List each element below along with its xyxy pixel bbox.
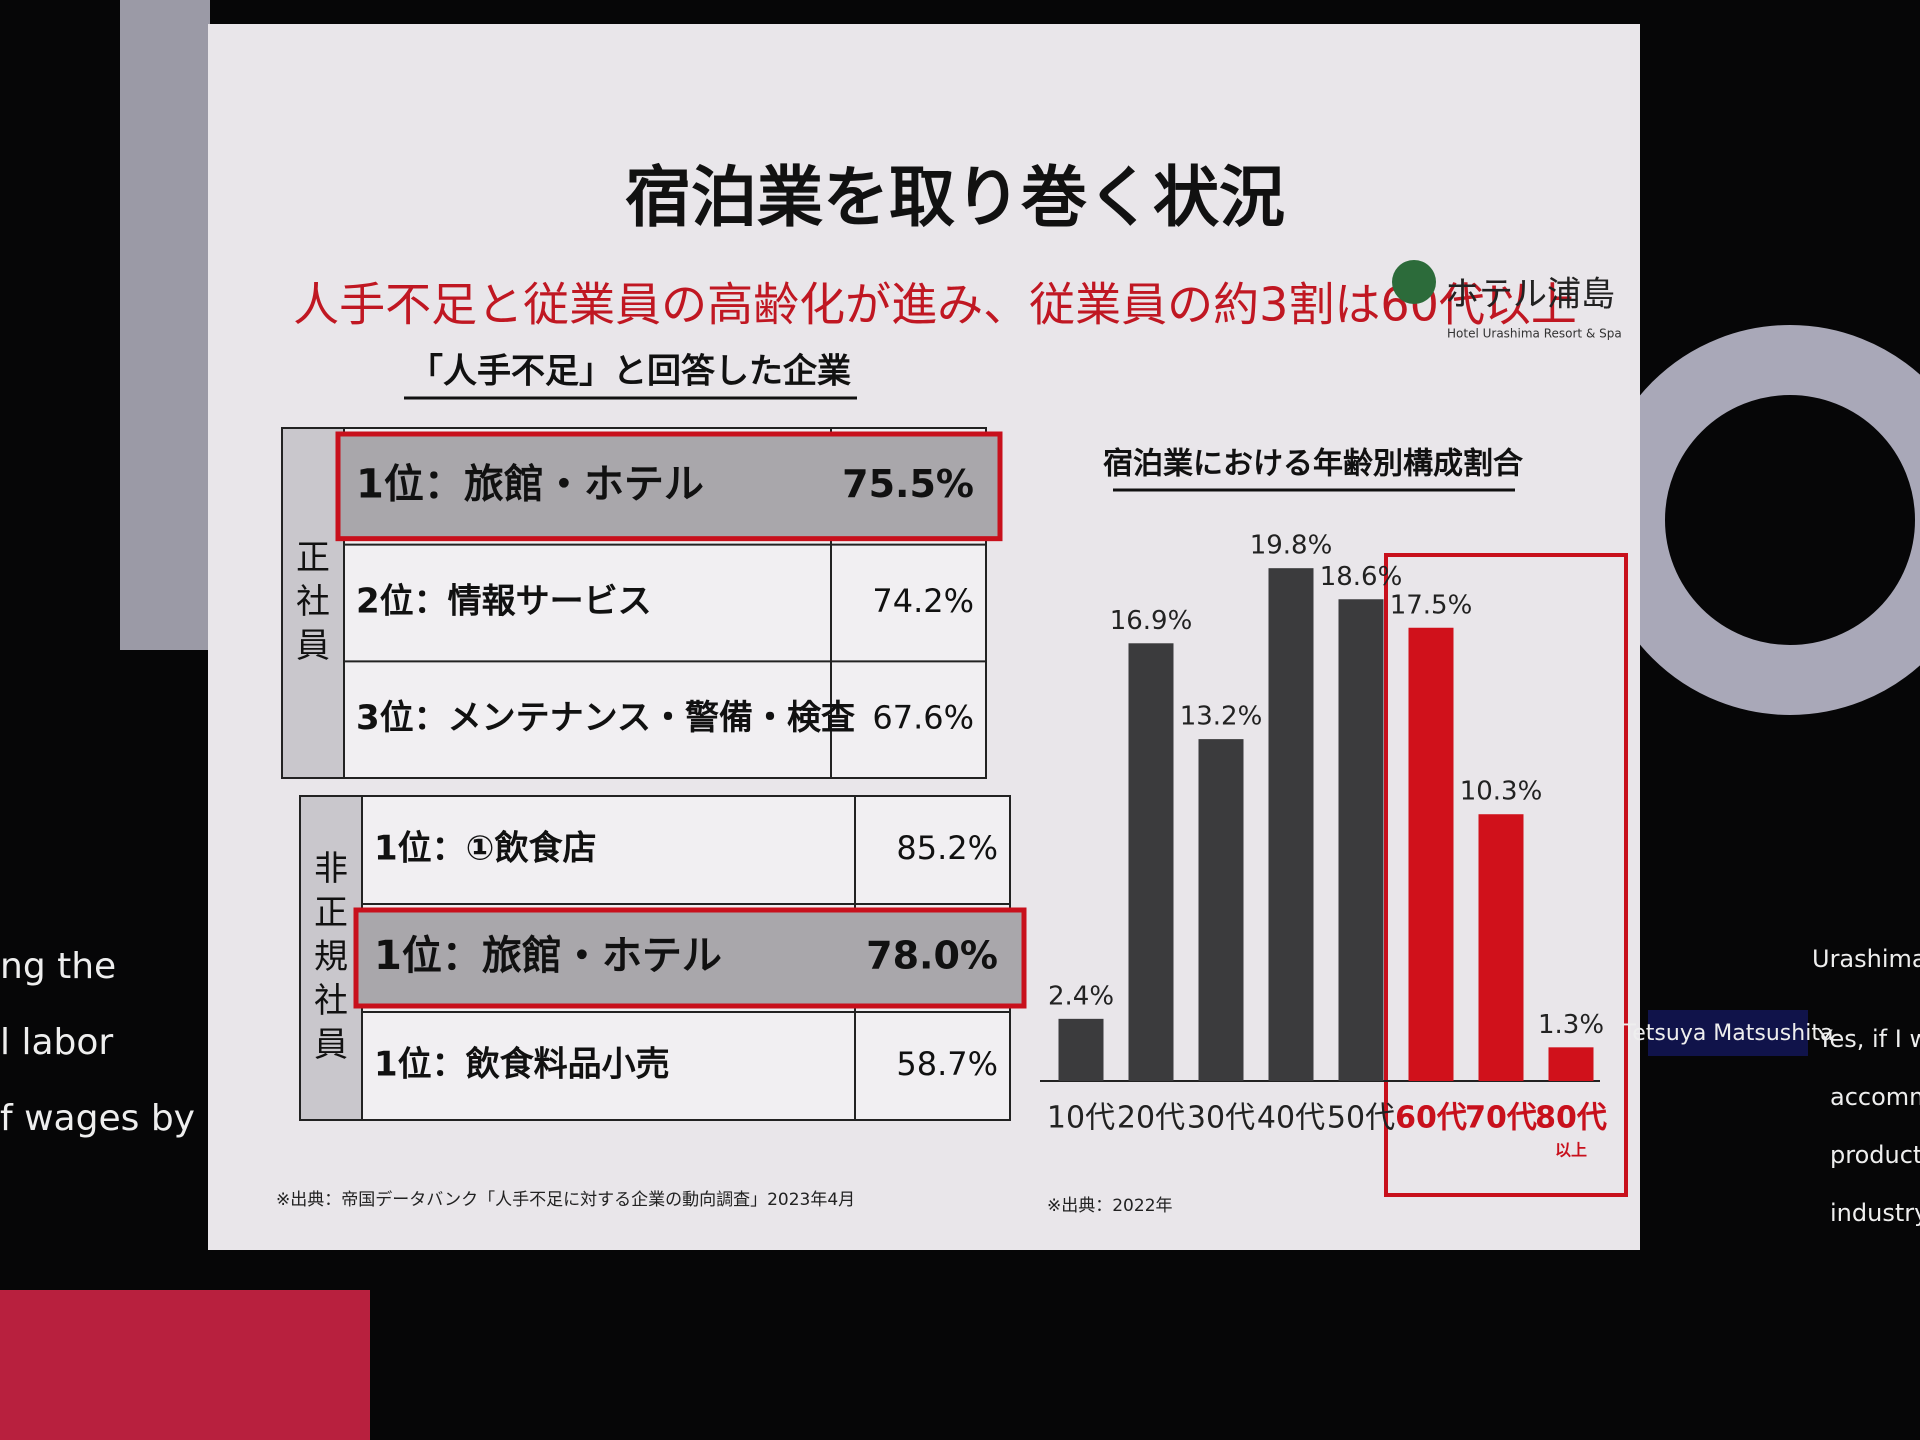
chart-source: ※出典：2022年 — [1047, 1196, 1173, 1216]
row-name: 3位：メンテナンス・警備・検査 — [356, 698, 855, 738]
row-name: 2位：情報サービス — [356, 582, 652, 622]
x-tick-label: 70代 — [1465, 1101, 1537, 1136]
row-value: 67.6% — [872, 699, 974, 737]
x-tick-note: 以上 — [1555, 1141, 1587, 1160]
logo-mark — [1392, 260, 1436, 304]
captions: Urashima Ka Tetsuya Matsushita ng the l l… — [0, 945, 1920, 1227]
tables-source: ※出典：帝国データバンク「人手不足に対する企業の動向調査」2023年4月 — [276, 1189, 855, 1210]
left-caption: f wages by — [0, 1098, 195, 1139]
x-tick-label: 30代 — [1187, 1101, 1255, 1136]
bar-label: 10.3% — [1460, 777, 1543, 807]
x-tick-label: 20代 — [1117, 1101, 1185, 1136]
x-tick-label: 40代 — [1257, 1101, 1325, 1136]
bar — [1058, 1018, 1104, 1081]
bar — [1198, 739, 1244, 1081]
row-name: 1位：旅館・ホテル — [356, 461, 704, 507]
speaker-label: Urashima Ka — [1812, 945, 1920, 973]
chart-title: 宿泊業における年齢別構成割合 — [1103, 447, 1523, 482]
slide-subtitle: 人手不足と従業員の高齢化が進み、従業員の約3割は60代以上 — [293, 278, 1577, 332]
x-tick-label: 10代 — [1047, 1101, 1115, 1136]
bar — [1338, 599, 1384, 1081]
name-tag-box — [1648, 1010, 1808, 1056]
row-value: 78.0% — [866, 934, 998, 978]
row-value: 75.5% — [842, 462, 974, 506]
bar-label: 16.9% — [1110, 606, 1193, 636]
logo-name: ホテル浦島 — [1445, 275, 1615, 315]
bar-label: 17.5% — [1390, 590, 1473, 620]
bar — [1408, 627, 1454, 1081]
right-caption: Yes, if I woul — [1817, 1025, 1920, 1053]
bar — [1268, 568, 1314, 1081]
row-value: 58.7% — [896, 1045, 998, 1083]
bar-label: 13.2% — [1180, 702, 1263, 732]
logo-tagline: Hotel Urashima Resort & Spa — [1447, 327, 1622, 341]
table-label-cell — [281, 427, 345, 779]
banner-art — [0, 1290, 370, 1440]
stage-shape — [120, 0, 210, 650]
row-value: 74.2% — [872, 582, 974, 620]
table-label: 正社員 — [296, 538, 330, 666]
table-label-cell — [299, 795, 363, 1121]
bar-label: 2.4% — [1048, 981, 1114, 1011]
row-name: 1位：飲食料品小売 — [374, 1045, 670, 1085]
highlight-box — [1384, 553, 1628, 1197]
bar — [1128, 643, 1174, 1081]
tables-heading: 「人手不足」と回答した企業 — [409, 352, 851, 392]
x-tick-label: 50代 — [1327, 1101, 1395, 1136]
right-caption: industry, it — [1830, 1199, 1920, 1227]
right-caption: productivity — [1830, 1141, 1920, 1169]
left-caption: ng the — [0, 946, 116, 987]
right-caption: accommoda — [1830, 1083, 1920, 1111]
table-label: 非正規社員 — [314, 849, 348, 1065]
bar — [1478, 814, 1524, 1081]
x-tick-label: 80代 — [1535, 1101, 1607, 1136]
row-highlight — [353, 907, 1027, 1009]
left-caption: l labor — [0, 1022, 113, 1063]
row-name: 1位：旅館・ホテル — [374, 933, 722, 979]
x-tick-label: 60代 — [1395, 1101, 1467, 1136]
bar-label: 1.3% — [1538, 1010, 1604, 1040]
slide-content: 宿泊業を取り巻く状況 人手不足と従業員の高齢化が進み、従業員の約3割は60代以上… — [276, 159, 1628, 1216]
bar-label: 18.6% — [1320, 562, 1403, 592]
row-value: 85.2% — [896, 829, 998, 867]
row-highlight — [335, 431, 1003, 542]
name-tag: Tetsuya Matsushita — [1622, 1021, 1834, 1046]
bar — [1548, 1047, 1594, 1081]
row-name: 1位：①飲食店 — [374, 829, 596, 869]
slide-title: 宿泊業を取り巻く状況 — [625, 159, 1285, 236]
bar-label: 19.8% — [1250, 531, 1333, 561]
